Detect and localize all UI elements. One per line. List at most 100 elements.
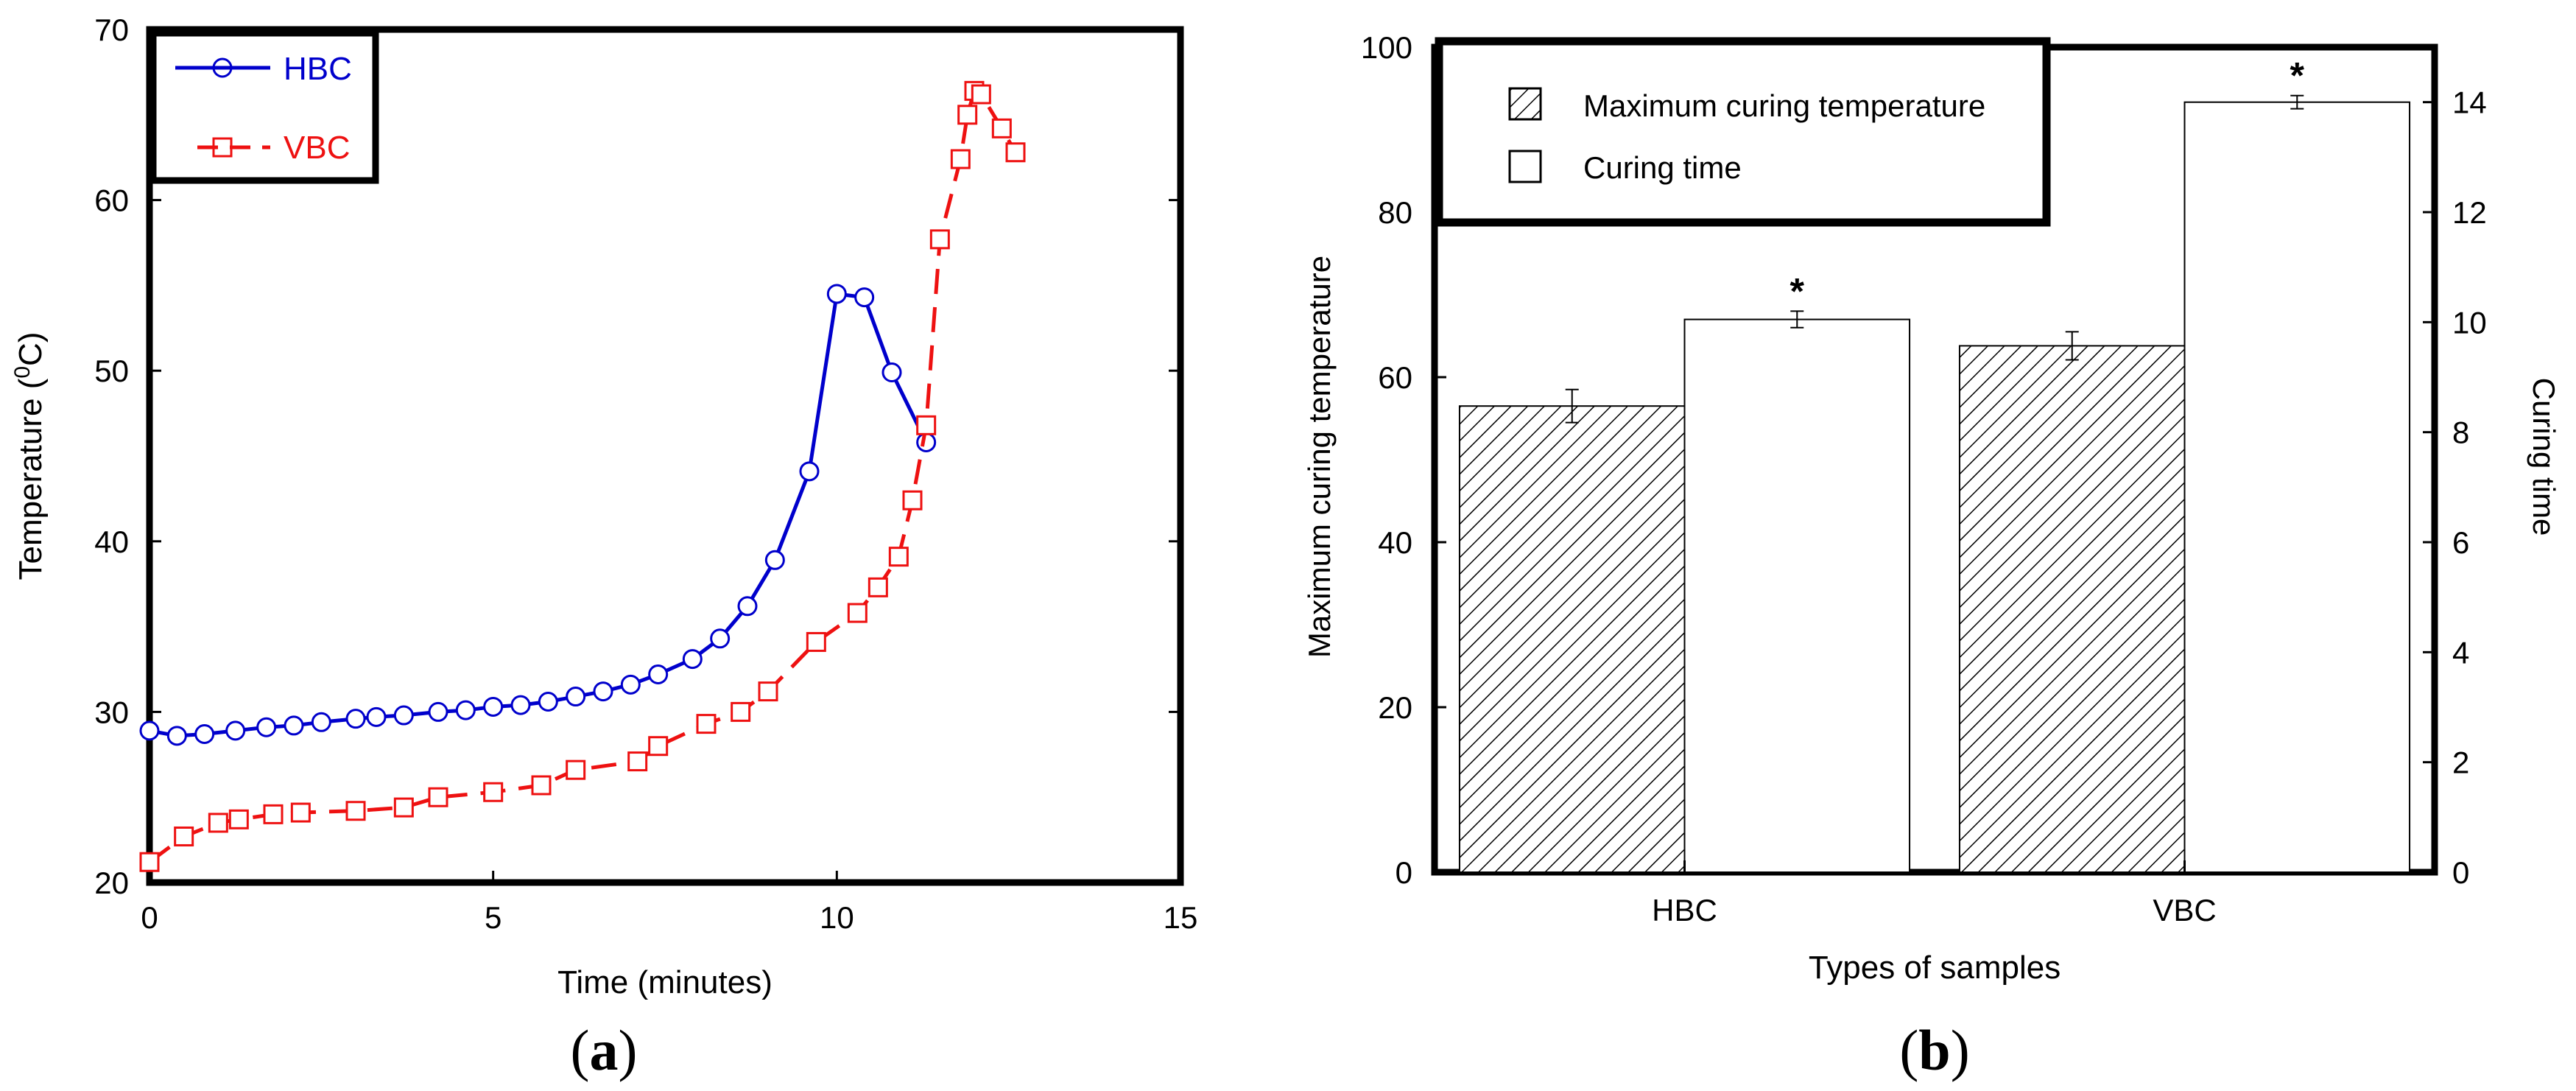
data-point-vbc: [393, 797, 414, 818]
data-point-vbc: [139, 852, 160, 872]
data-point-hbc: [455, 700, 476, 720]
y-tick-label-right: 2: [2452, 746, 2469, 780]
x-tick-label: 15: [1164, 900, 1198, 935]
data-point-hbc: [311, 712, 331, 732]
legend-marker-vbc: [212, 137, 233, 158]
panel-label-a: (a): [571, 1018, 638, 1082]
data-point-vbc: [228, 809, 249, 829]
legend-label-vbc: VBC: [284, 130, 350, 166]
data-point-hbc: [284, 715, 304, 736]
y-axis: 20 30 40 50 60 70: [94, 13, 1180, 900]
series-line-vbc: [148, 88, 1018, 864]
data-point-vbc: [483, 782, 504, 802]
x-tick-label: HBC: [1652, 893, 1717, 927]
significance-marker: *: [1790, 270, 1805, 312]
data-point-vbc: [648, 736, 669, 757]
data-point-vbc: [868, 577, 888, 597]
data-point-vbc: [971, 84, 991, 105]
x-tick-label: 0: [141, 900, 158, 935]
x-axis-label: Time (minutes): [557, 964, 773, 1000]
data-point-hbc: [737, 596, 758, 617]
x-axis: 0 5 10 15: [141, 871, 1197, 935]
data-point-vbc: [627, 751, 648, 772]
y-tick-label-right: 6: [2452, 525, 2469, 560]
y-tick-label-right: 10: [2452, 305, 2487, 340]
legend-label-curing-time: Curing time: [1583, 150, 1742, 185]
data-point-vbc: [345, 801, 366, 821]
data-point-hbc: [566, 687, 586, 707]
legend-box: [1435, 37, 2051, 227]
data-point-hbc: [881, 362, 902, 383]
data-point-hbc: [710, 628, 731, 649]
data-point-hbc: [366, 706, 387, 727]
data-point-vbc: [758, 681, 778, 702]
data-point-vbc: [566, 760, 586, 780]
legend-label-temperature: Maximum curing temperature: [1583, 88, 1985, 123]
y-tick-label-right: 8: [2452, 415, 2469, 450]
data-point-hbc: [648, 664, 669, 684]
data-point-hbc: [139, 720, 160, 741]
y-tick-label: 40: [94, 525, 129, 559]
x-axis: HBC VBC: [1652, 860, 2217, 927]
data-point-hbc: [854, 287, 875, 308]
significance-marker: *: [2290, 55, 2305, 97]
data-point-vbc: [950, 149, 971, 169]
data-point-hbc: [510, 695, 531, 715]
data-point-vbc: [263, 804, 284, 824]
y-axis-right: 0 2 4 6 8 10 12 14: [2423, 85, 2487, 890]
data-point-hbc: [428, 701, 448, 722]
series-line-hbc: [149, 292, 928, 738]
x-tick-label: 10: [820, 900, 854, 935]
data-point-vbc: [991, 118, 1012, 138]
y-axis-label: Temperature (0C): [10, 331, 49, 580]
data-point-vbc: [731, 701, 751, 722]
data-point-hbc: [538, 692, 558, 712]
y-axis-label-right: Curing time: [2527, 378, 2561, 536]
y-tick-label-left: 80: [1378, 195, 1412, 230]
data-point-hbc: [166, 726, 187, 746]
legend: HBC VBC: [149, 29, 379, 184]
y-axis-left: 0 20 40 60 80 100: [1361, 30, 1446, 890]
y-tick-label-right: 12: [2452, 195, 2487, 230]
data-point-vbc: [902, 490, 923, 511]
data-point-hbc: [764, 550, 785, 570]
y-tick-label-left: 40: [1378, 525, 1412, 560]
data-point-hbc: [393, 705, 414, 726]
data-point-vbc: [957, 105, 978, 125]
plot-frame: [146, 26, 1184, 886]
x-tick-label: 5: [485, 900, 502, 935]
y-tick-label-left: 60: [1378, 360, 1412, 395]
panel-label-b: (b): [1899, 1018, 1969, 1082]
y-tick-label: 70: [94, 13, 129, 47]
data-point-hbc: [194, 724, 215, 745]
data-point-hbc: [682, 649, 703, 670]
data-point-vbc: [208, 813, 228, 833]
data-point-hbc: [225, 720, 246, 741]
legend-swatch-curing-time: [1508, 150, 1542, 183]
y-tick-label-left: 20: [1378, 690, 1412, 725]
legend: Maximum curing temperature Curing time: [1435, 37, 2051, 227]
y-tick-label: 20: [94, 866, 129, 900]
data-point-vbc: [290, 802, 311, 823]
bar-temperature-hbc: [1458, 405, 1686, 873]
bars-group: **: [1458, 55, 2411, 874]
legend-marker-hbc: [212, 57, 233, 78]
y-tick-label-left: 0: [1396, 855, 1412, 890]
data-point-vbc: [1005, 142, 1026, 163]
line-chart-panel: 20 30 40 50 60 70 0 5 10 15 HBC VBC Time (minute…: [10, 13, 1198, 1082]
data-point-vbc: [929, 229, 950, 250]
data-point-vbc: [174, 826, 194, 846]
data-point-hbc: [483, 696, 504, 717]
y-tick-label-right: 4: [2452, 635, 2469, 670]
series-group: [139, 80, 1026, 872]
data-point-hbc: [916, 432, 937, 452]
y-tick-label: 60: [94, 183, 129, 218]
data-point-vbc: [806, 631, 826, 652]
y-axis-label-left: Maximum curing temperature: [1302, 256, 1337, 658]
data-point-vbc: [847, 603, 868, 623]
x-axis-label: Types of samples: [1809, 950, 2061, 986]
legend-swatch-temperature: [1508, 87, 1542, 121]
bar-curing-time-vbc: [2183, 101, 2411, 874]
